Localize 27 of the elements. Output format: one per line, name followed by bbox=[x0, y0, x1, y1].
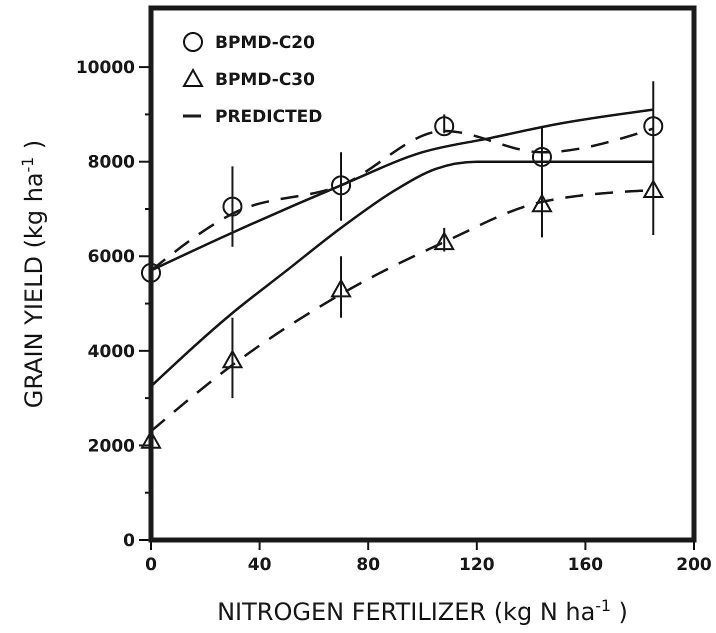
y-tick-label: 8000 bbox=[88, 152, 136, 173]
y-tick-label: 2000 bbox=[88, 436, 136, 456]
x-tick-label: 120 bbox=[459, 555, 495, 575]
x-axis-title: NITROGEN FERTILIZER (kg N ha$^{-1}$ ) bbox=[217, 597, 628, 626]
point bbox=[331, 175, 352, 196]
x-tick-label: 200 bbox=[676, 555, 712, 575]
point bbox=[643, 116, 664, 136]
y-tick-label: 10000 bbox=[76, 58, 136, 78]
point bbox=[331, 279, 352, 298]
legend-label: PREDICTED bbox=[215, 106, 322, 127]
x-tick-label: 160 bbox=[568, 555, 604, 575]
point bbox=[532, 146, 552, 167]
legend-label: BPMD-C30 bbox=[215, 70, 316, 90]
point bbox=[434, 232, 454, 250]
point bbox=[222, 196, 242, 217]
point bbox=[434, 116, 454, 136]
x-tick-label: 40 bbox=[248, 555, 272, 575]
y-tick-label: 6000 bbox=[88, 247, 136, 268]
x-tick-label: 0 bbox=[145, 555, 158, 575]
y-tick-label: 4000 bbox=[88, 342, 136, 362]
point bbox=[532, 194, 552, 212]
point bbox=[222, 350, 242, 368]
point bbox=[141, 262, 161, 283]
y-tick-label: 0 bbox=[123, 530, 136, 551]
legend-label: BPMD-C20 bbox=[215, 32, 316, 53]
point bbox=[643, 180, 664, 198]
x-tick-label: 80 bbox=[356, 555, 380, 575]
